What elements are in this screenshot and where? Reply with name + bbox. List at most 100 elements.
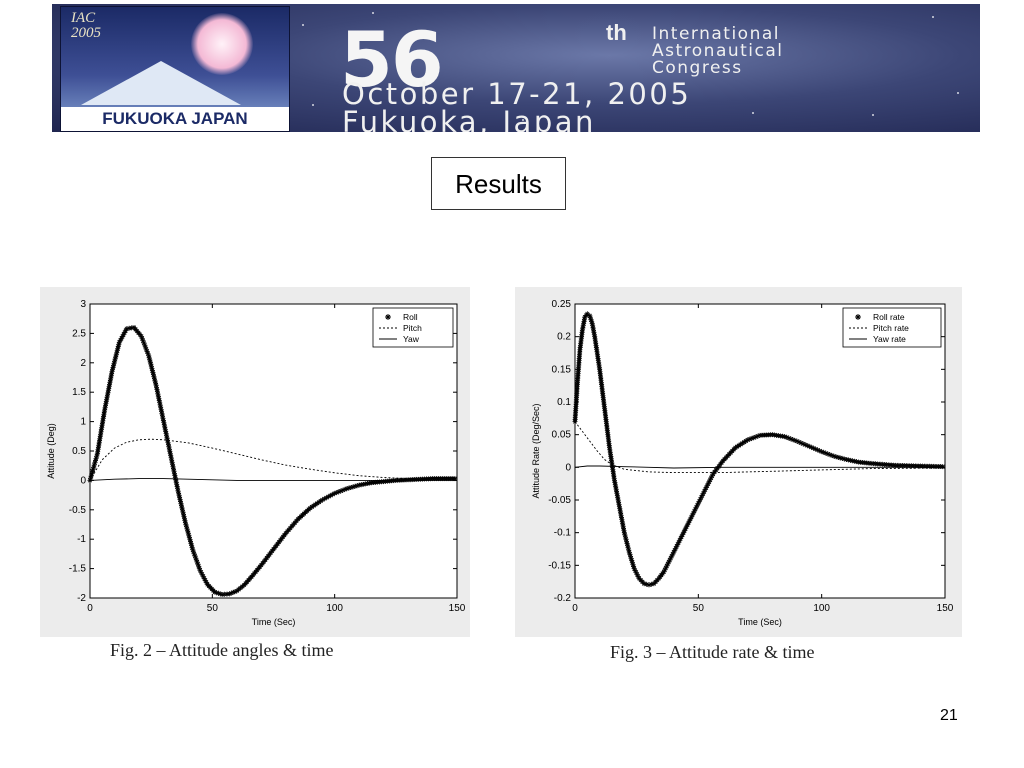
data-point — [590, 323, 596, 329]
data-point — [743, 438, 749, 444]
data-point — [159, 411, 165, 417]
data-point — [624, 538, 630, 544]
data-point — [106, 386, 112, 392]
data-point — [141, 340, 147, 346]
data-point — [190, 547, 196, 553]
data-point — [105, 388, 111, 394]
data-point — [165, 439, 171, 445]
series-yaw — [89, 478, 457, 481]
data-point — [172, 475, 178, 481]
x-tick-label: 100 — [813, 603, 830, 614]
data-point — [307, 505, 313, 511]
data-point — [171, 468, 177, 474]
data-point — [169, 457, 175, 463]
data-point — [142, 344, 148, 350]
data-point — [823, 450, 829, 456]
data-point — [669, 553, 675, 559]
data-point — [622, 534, 628, 540]
data-point — [189, 543, 195, 549]
data-point — [122, 330, 128, 336]
mount-fuji-icon — [81, 61, 241, 105]
data-point — [214, 590, 220, 596]
data-point — [145, 351, 151, 357]
data-point — [675, 541, 681, 547]
data-point — [149, 365, 155, 371]
data-point — [167, 448, 173, 454]
data-point — [159, 413, 165, 419]
data-point — [666, 559, 672, 565]
data-point — [309, 504, 315, 510]
data-point — [116, 339, 122, 345]
data-point — [178, 501, 184, 507]
data-point — [831, 453, 837, 459]
data-point — [157, 402, 163, 408]
data-point — [177, 494, 183, 500]
data-point — [612, 482, 618, 488]
data-point — [192, 553, 198, 559]
data-point — [641, 581, 647, 587]
data-point — [148, 361, 154, 367]
data-point — [147, 359, 153, 365]
data-point — [663, 565, 669, 571]
data-point — [175, 486, 181, 492]
data-point — [146, 355, 152, 361]
data-point — [88, 475, 94, 481]
data-point — [334, 490, 340, 496]
data-point — [173, 477, 179, 483]
y-tick-label: -1 — [77, 534, 86, 545]
x-tick-label: 50 — [207, 603, 219, 614]
data-point — [850, 458, 855, 464]
data-point — [800, 441, 806, 447]
y-tick-label: 0.5 — [72, 446, 86, 457]
x-axis-label: Time (Sec) — [738, 617, 782, 627]
x-tick-label: 0 — [572, 603, 578, 614]
data-point — [616, 501, 622, 507]
legend-marker — [855, 314, 861, 320]
data-point — [160, 415, 166, 421]
data-point — [802, 442, 808, 448]
data-point — [197, 567, 203, 573]
data-point — [633, 570, 639, 576]
data-point — [590, 325, 596, 331]
data-point — [338, 488, 344, 494]
data-point — [181, 516, 187, 522]
legend-label: Pitch — [403, 323, 422, 333]
data-point — [171, 470, 177, 476]
data-point — [661, 569, 667, 575]
legend-label: Yaw — [403, 334, 420, 344]
data-point — [161, 420, 167, 426]
data-point — [632, 568, 638, 574]
data-point — [107, 381, 113, 387]
data-point — [232, 589, 238, 595]
data-point — [690, 510, 696, 516]
data-point — [342, 486, 348, 492]
data-point — [591, 327, 596, 333]
data-point — [201, 575, 207, 581]
data-point — [788, 436, 794, 442]
data-point — [93, 455, 99, 461]
data-point — [847, 457, 853, 463]
data-point — [185, 530, 191, 536]
data-point — [182, 520, 188, 526]
data-point — [672, 547, 678, 553]
data-point — [164, 435, 170, 441]
data-point — [628, 553, 633, 559]
data-point — [120, 333, 126, 339]
data-point — [105, 390, 111, 396]
data-point — [139, 335, 145, 341]
data-point — [184, 524, 190, 530]
data-point — [623, 536, 629, 542]
attitude-rate-chart: 0 50 100 150 -0.2 -0.15 -0.1 -0.05 0 0.05 0.1 0.15 0… — [531, 299, 954, 627]
data-point — [693, 504, 699, 510]
data-point — [452, 476, 458, 482]
data-point — [749, 435, 755, 441]
y-tick-label: -0.1 — [554, 528, 572, 539]
data-point — [195, 561, 201, 567]
x-tick-label: 100 — [326, 603, 343, 614]
data-point — [677, 538, 683, 544]
plot-area — [574, 303, 946, 599]
data-point — [105, 392, 111, 398]
data-point — [676, 539, 682, 545]
data-point — [311, 503, 317, 509]
data-point — [626, 549, 632, 555]
